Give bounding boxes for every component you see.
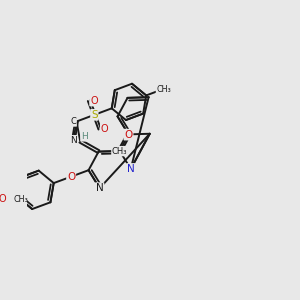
Text: CH₃: CH₃ xyxy=(112,147,128,156)
Text: O: O xyxy=(124,130,133,140)
Text: CH₃: CH₃ xyxy=(13,195,28,204)
Text: O: O xyxy=(0,194,6,204)
Text: N: N xyxy=(96,183,104,193)
Text: O: O xyxy=(101,124,108,134)
Text: S: S xyxy=(91,110,98,120)
Text: O: O xyxy=(67,172,75,182)
Text: C: C xyxy=(70,117,76,126)
Text: CH₃: CH₃ xyxy=(156,85,171,94)
Text: N: N xyxy=(127,164,135,174)
Text: H: H xyxy=(81,132,88,141)
Text: N: N xyxy=(70,136,77,145)
Text: O: O xyxy=(90,96,98,106)
